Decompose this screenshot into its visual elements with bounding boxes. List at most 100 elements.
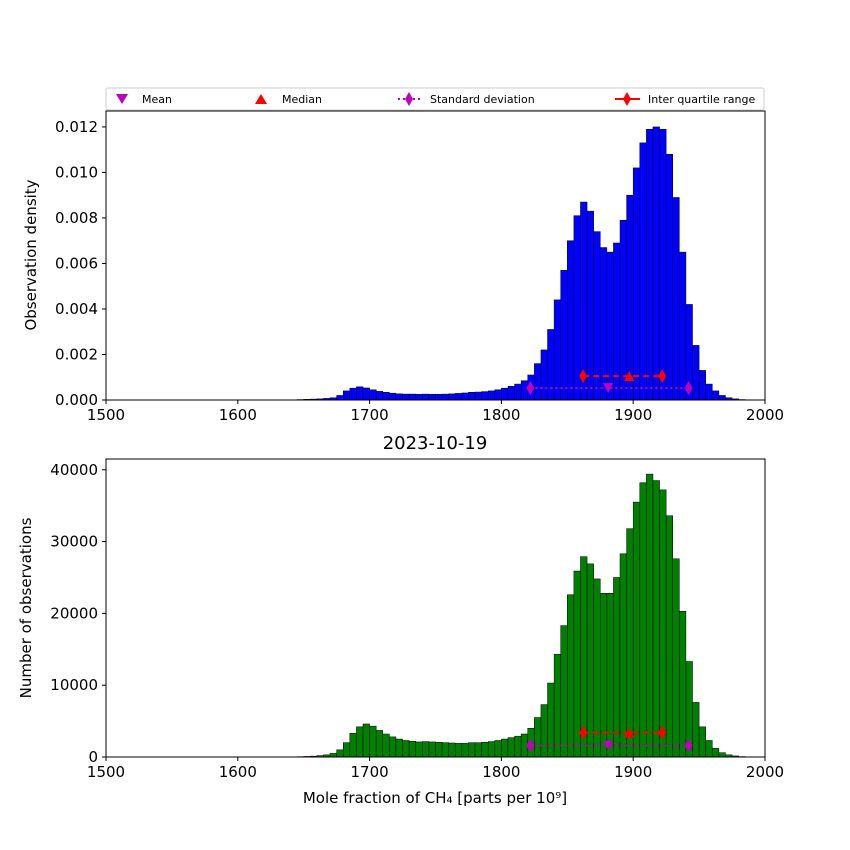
density-bar [441, 393, 449, 401]
count-bar [718, 752, 726, 758]
count-bar [646, 473, 654, 758]
median-marker-icon [255, 94, 267, 104]
count-bar [665, 515, 673, 758]
density-bar [698, 370, 706, 401]
std-marker-icon [405, 92, 413, 106]
density-bar [652, 126, 660, 401]
iqr-marker-icon [623, 92, 631, 106]
count-bar [448, 742, 456, 758]
legend-item-median: Median [255, 93, 322, 106]
density-bar [435, 394, 443, 401]
count-bar [349, 733, 357, 758]
count-bar [712, 748, 720, 758]
std-high-marker [684, 738, 693, 753]
count-bar [560, 625, 568, 758]
count-bar [487, 741, 496, 758]
count-bar [336, 749, 344, 758]
count-bar [619, 553, 627, 758]
y-tick-label: 0.006 [55, 254, 98, 272]
x-tick-label: 1500 [87, 763, 125, 781]
density-bar [520, 380, 529, 401]
iqr-high-marker [658, 725, 667, 740]
legend-item-std: Standard deviation [398, 92, 535, 106]
mean-marker [603, 383, 614, 394]
density-bar [455, 393, 463, 401]
density-bar [692, 345, 700, 401]
x-tick-label: 1800 [482, 763, 520, 781]
count-bar [369, 725, 377, 758]
count-bar [455, 743, 463, 758]
density-bar [540, 349, 548, 401]
density-histogram-panel: 1500 1600 1700 1800 1900 2000 0.000 0.002 0.004… [22, 110, 784, 424]
count-bar [356, 726, 364, 758]
count-bar [705, 740, 713, 758]
count-y-ticks: 0 10000 20000 30000 40000 [50, 461, 106, 766]
density-bar [600, 247, 608, 401]
iqr-low-marker [579, 725, 588, 740]
density-bar [389, 392, 397, 401]
count-bar [534, 717, 542, 758]
count-bar [415, 741, 423, 758]
legend-label-iqr: Inter quartile range [648, 93, 755, 106]
y-tick-label: 20000 [50, 604, 98, 622]
count-bar [639, 482, 647, 758]
count-bars [296, 473, 753, 758]
count-y-axis-label: Number of observations [17, 517, 35, 698]
x-tick-label: 2000 [746, 763, 784, 781]
density-bar [474, 391, 482, 401]
count-bar [672, 558, 680, 758]
density-bar [494, 389, 502, 401]
count-bar [514, 735, 522, 758]
count-bar [435, 742, 443, 758]
density-bar [593, 231, 601, 401]
count-bar [468, 742, 476, 758]
y-tick-label: 0.000 [55, 391, 98, 409]
x-tick-label: 1600 [219, 406, 257, 424]
y-tick-label: 0 [88, 748, 98, 766]
density-bar [349, 387, 357, 401]
count-bar [389, 736, 397, 758]
y-tick-label: 10000 [50, 676, 98, 694]
count-chart-title: 2023-10-19 [383, 433, 488, 454]
count-bar [382, 733, 390, 758]
count-bar [573, 570, 581, 758]
density-bar [632, 167, 641, 401]
density-bar [402, 393, 410, 401]
count-bar [586, 563, 594, 758]
density-bar [382, 392, 390, 401]
x-tick-label: 1900 [614, 406, 652, 424]
density-bar [481, 391, 489, 401]
mean-marker [603, 740, 614, 751]
x-tick-label: 1700 [351, 406, 389, 424]
count-bar [540, 704, 548, 758]
count-bar [698, 726, 706, 758]
median-marker [624, 727, 635, 738]
y-tick-label: 0.010 [55, 163, 98, 181]
density-bar [415, 394, 423, 401]
count-bar [632, 501, 641, 758]
density-bar [461, 392, 469, 401]
density-bar [487, 390, 496, 401]
count-bar [679, 610, 687, 758]
density-bar [375, 391, 384, 401]
mean-marker-icon [116, 94, 128, 104]
y-tick-label: 30000 [50, 533, 98, 551]
density-bar [679, 251, 687, 401]
x-axis-label: Mole fraction of CH₄ [parts per 10⁹] [303, 789, 567, 807]
count-bar [626, 528, 634, 758]
std-high-marker [684, 381, 693, 396]
count-histogram-panel: 2023-10-19 1500 1600 1700 1800 1900 2000 0 100… [17, 433, 784, 807]
legend-label-mean: Mean [142, 93, 172, 106]
x-tick-label: 2000 [746, 406, 784, 424]
density-bar [369, 389, 377, 401]
y-tick-label: 0.008 [55, 209, 98, 227]
count-bar [481, 742, 489, 758]
density-stat-markers [526, 369, 693, 396]
count-stat-markers [526, 725, 693, 753]
density-bar [342, 390, 351, 401]
count-bar [501, 738, 509, 758]
count-bar [402, 740, 410, 758]
count-bar [375, 730, 384, 758]
density-bar [646, 128, 654, 401]
count-axes-frame [105, 458, 766, 758]
